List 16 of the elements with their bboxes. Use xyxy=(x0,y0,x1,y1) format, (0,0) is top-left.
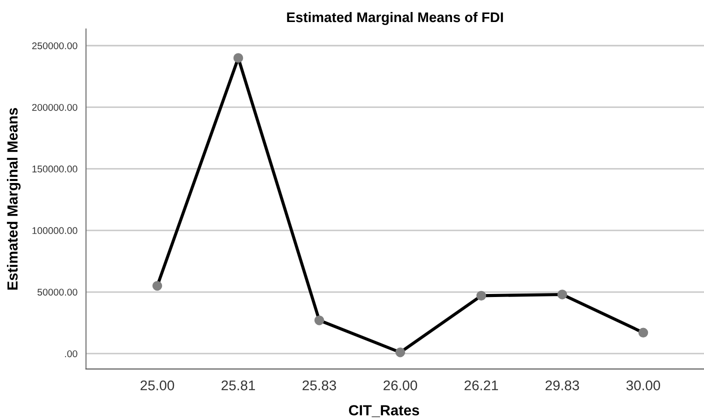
y-tick-label: 250000.00 xyxy=(32,42,78,50)
y-tick-label: 200000.00 xyxy=(32,104,78,111)
y-tick-label: 150000.00 xyxy=(32,166,78,172)
x-tick-label: 25.83 xyxy=(302,380,336,390)
y-tick-label: 50000.00 xyxy=(38,288,78,296)
x-axis-title: CIT_Rates xyxy=(348,405,420,418)
x-tick-label: 29.83 xyxy=(546,380,580,390)
y-tick-label: 100000.00 xyxy=(32,227,78,234)
x-tick-label: 25.81 xyxy=(222,380,255,390)
x-tick-label: 26.21 xyxy=(464,380,498,390)
x-tick-label: 25.00 xyxy=(140,380,174,390)
chart-title: Estimated Marginal Means of FDI xyxy=(287,12,503,25)
x-tick-label: 26.00 xyxy=(384,380,418,390)
y-axis-title: Estimated Marginal Means xyxy=(6,108,21,290)
x-tick-label: 30.00 xyxy=(626,380,660,390)
y-tick-label: .00 xyxy=(65,350,78,358)
